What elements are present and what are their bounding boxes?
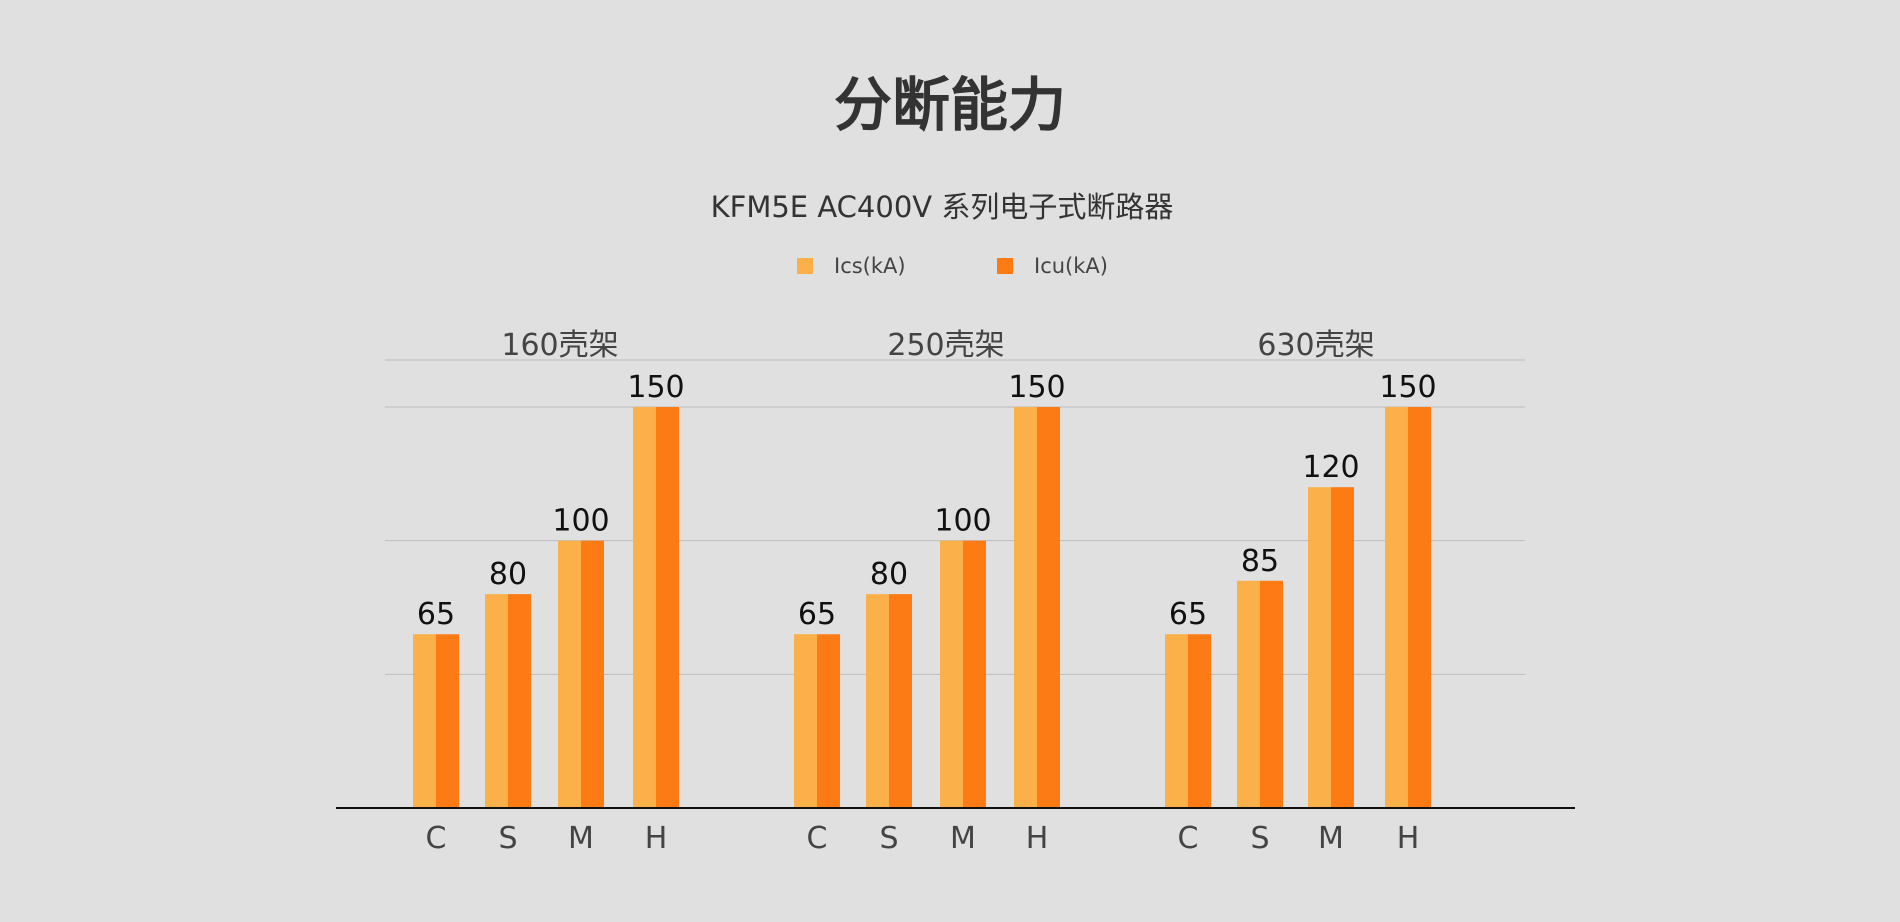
bar-ics-3-S — [1237, 580, 1260, 808]
group-label-2: 250壳架 — [887, 328, 1004, 363]
data-label-2-M: 100 — [934, 504, 991, 539]
bar-icu-3-M — [1331, 487, 1354, 808]
tick-label-1-S: S — [498, 821, 517, 856]
bar-icu-2-S — [889, 594, 912, 808]
bar-icu-2-C — [817, 634, 840, 808]
data-label-3-H: 150 — [1379, 370, 1436, 405]
bar-icu-3-H — [1408, 407, 1431, 808]
data-label-2-H: 150 — [1008, 370, 1065, 405]
bar-ics-3-H — [1385, 407, 1408, 808]
bar-ics-1-S — [485, 594, 508, 808]
data-label-1-S: 80 — [489, 557, 527, 592]
bar-icu-1-S — [508, 594, 531, 808]
tick-label-3-M: M — [1318, 821, 1344, 856]
bar-icu-2-H — [1037, 407, 1060, 808]
data-label-3-C: 65 — [1169, 597, 1207, 632]
bar-ics-2-M — [940, 540, 963, 808]
bar-icu-1-M — [581, 540, 604, 808]
bar-ics-1-H — [633, 407, 656, 808]
legend-label-icu: Icu(kA) — [1034, 254, 1108, 278]
legend-label-ics: Ics(kA) — [834, 254, 906, 278]
chart-subtitle: KFM5E AC400V 系列电子式断路器 — [711, 190, 1174, 224]
group-label-3: 630壳架 — [1257, 328, 1374, 363]
tick-label-2-H: H — [1026, 821, 1049, 856]
bar-icu-1-C — [436, 634, 459, 808]
data-label-3-S: 85 — [1241, 544, 1279, 579]
tick-label-3-C: C — [1178, 821, 1199, 856]
bar-icu-3-S — [1260, 580, 1283, 808]
tick-label-2-C: C — [807, 821, 828, 856]
bar-ics-1-C — [413, 634, 436, 808]
data-label-1-C: 65 — [417, 597, 455, 632]
data-label-1-H: 150 — [627, 370, 684, 405]
legend-swatch-ics — [797, 258, 813, 274]
bar-icu-2-M — [963, 540, 986, 808]
tick-label-1-M: M — [568, 821, 594, 856]
bar-icu-3-C — [1188, 634, 1211, 808]
tick-label-3-S: S — [1250, 821, 1269, 856]
tick-label-2-S: S — [879, 821, 898, 856]
bar-ics-3-M — [1308, 487, 1331, 808]
bar-ics-2-S — [866, 594, 889, 808]
data-label-3-M: 120 — [1302, 450, 1359, 485]
data-label-2-S: 80 — [870, 557, 908, 592]
chart-title: 分断能力 — [834, 71, 1066, 139]
data-label-1-M: 100 — [552, 504, 609, 539]
legend-swatch-icu — [997, 258, 1013, 274]
bar-ics-2-H — [1014, 407, 1037, 808]
bar-icu-1-H — [656, 407, 679, 808]
bar-ics-3-C — [1165, 634, 1188, 808]
group-label-1: 160壳架 — [501, 328, 618, 363]
tick-label-1-H: H — [645, 821, 668, 856]
data-label-2-C: 65 — [798, 597, 836, 632]
bar-ics-1-M — [558, 540, 581, 808]
tick-label-2-M: M — [950, 821, 976, 856]
tick-label-1-C: C — [426, 821, 447, 856]
bar-ics-2-C — [794, 634, 817, 808]
tick-label-3-H: H — [1397, 821, 1420, 856]
